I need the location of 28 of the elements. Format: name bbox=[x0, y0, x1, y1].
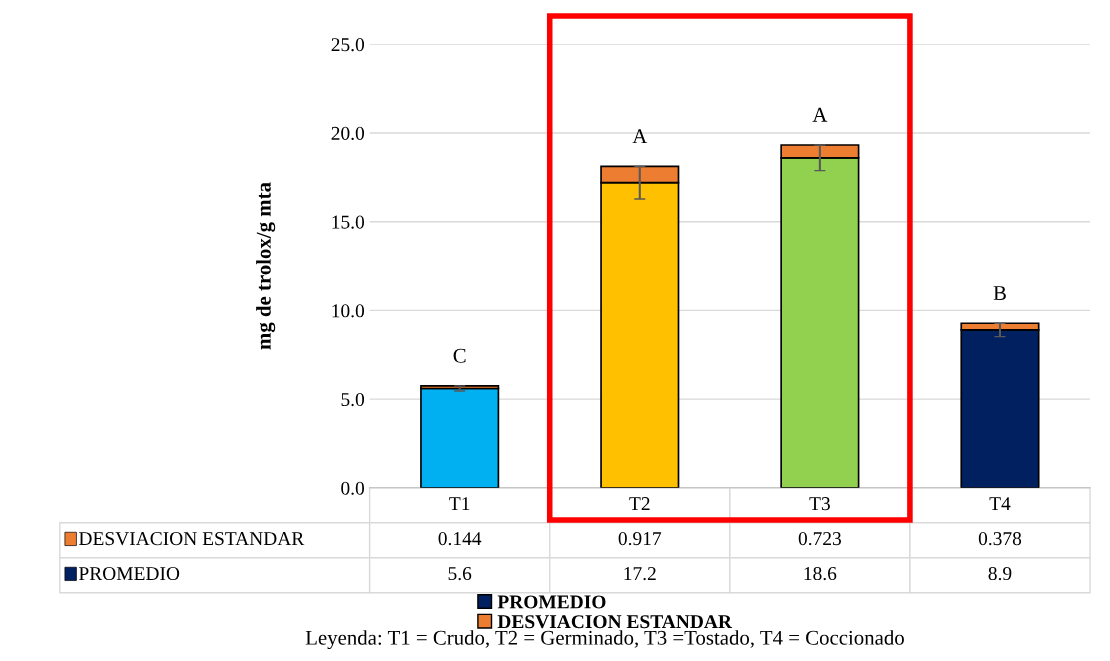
text: PROMEDIO bbox=[79, 567, 180, 581]
data-label: 0.723 bbox=[798, 532, 841, 546]
data-label: 0.144 bbox=[438, 532, 482, 546]
data-label: 18.6 bbox=[804, 566, 837, 581]
x-tick-label: T2 bbox=[629, 497, 650, 510]
x-tick-label: T3 bbox=[809, 497, 830, 511]
annotation: A bbox=[812, 107, 828, 122]
y-tick-label: 10.0 bbox=[332, 304, 365, 318]
x-tick-label: T1 bbox=[449, 497, 470, 510]
data-label: 5.6 bbox=[448, 567, 472, 581]
y-axis-title: mg de trolox/g mta bbox=[256, 182, 276, 350]
x-tick-label: T4 bbox=[989, 497, 1011, 510]
data-label: 8.9 bbox=[988, 566, 1012, 581]
text: DESVIACION ESTANDAR bbox=[497, 615, 733, 629]
annotation: C bbox=[453, 348, 466, 363]
text: Leyenda: T1 = Crudo, T2 = Germinado, T3 =Tostado, T4 = Coccionado bbox=[305, 630, 904, 650]
legend-label: DESVIACION ESTANDAR bbox=[79, 532, 305, 546]
y-tick-label: 5.0 bbox=[341, 392, 365, 407]
data-label: 17.2 bbox=[624, 567, 656, 581]
data-label: 0.378 bbox=[978, 532, 1022, 546]
y-tick-label: 20.0 bbox=[331, 126, 365, 141]
data-label: 0.917 bbox=[618, 532, 662, 546]
y-tick-label: 0.0 bbox=[341, 481, 365, 495]
y-tick-label: 25.0 bbox=[331, 38, 365, 52]
legend-label: PROMEDIO bbox=[497, 595, 606, 609]
annotation: B bbox=[993, 286, 1006, 300]
y-tick-label: 15.0 bbox=[332, 215, 365, 229]
annotation: A bbox=[632, 129, 648, 144]
